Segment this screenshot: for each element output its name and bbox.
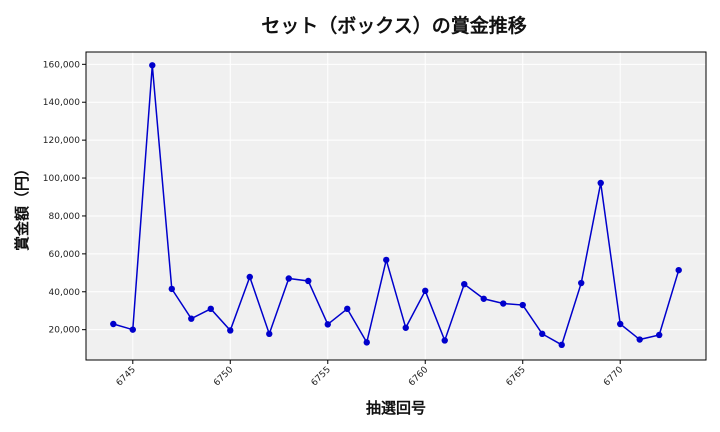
y-axis-ticks: 20,000 40,000 60,000 80,000 100,000 120,000 14… [43, 60, 86, 336]
data-point [149, 62, 156, 69]
y-tick-label: 40,000 [49, 288, 81, 298]
data-point [110, 320, 117, 328]
y-tick-label: 160,000 [43, 60, 80, 70]
x-tick-label: 6765 [505, 365, 528, 388]
x-tick-label: 6760 [407, 365, 430, 388]
series-group [110, 62, 682, 349]
y-tick-label: 120,000 [43, 136, 80, 146]
data-point [383, 256, 390, 264]
data-point [363, 339, 370, 346]
data-point [558, 341, 565, 349]
data-point [246, 273, 253, 281]
x-tick-label: 6755 [310, 365, 333, 388]
data-point [578, 279, 585, 287]
data-point [500, 300, 507, 307]
y-tick-label: 100,000 [43, 174, 80, 184]
data-point [422, 287, 429, 295]
data-point [480, 295, 487, 302]
plot-frame [85, 51, 707, 361]
data-point [305, 277, 312, 285]
plot-area [86, 52, 706, 360]
data-point [636, 336, 643, 343]
axes [85, 51, 707, 361]
data-point [675, 266, 682, 274]
x-tick-label: 6770 [602, 365, 625, 388]
y-tick-label: 140,000 [43, 98, 80, 108]
data-point [461, 280, 468, 288]
data-point [617, 320, 624, 328]
data-point [266, 330, 273, 338]
data-point [188, 315, 195, 322]
data-point [656, 331, 663, 339]
y-axis-label: 賞金額（円） [13, 161, 31, 251]
series-line [113, 65, 680, 346]
data-point [597, 179, 604, 187]
data-point [402, 324, 409, 331]
data-point [539, 330, 546, 338]
y-tick-label: 20,000 [49, 326, 81, 336]
data-point [227, 327, 234, 334]
x-tick-label: 6750 [212, 365, 235, 388]
data-point [285, 275, 292, 282]
data-point [168, 285, 175, 293]
data-point [344, 305, 351, 313]
data-point [129, 326, 136, 333]
x-axis-label: 抽選回号 [366, 399, 426, 417]
y-tick-label: 60,000 [49, 250, 81, 260]
x-tick-label: 6745 [115, 365, 138, 388]
chart-title: セット（ボックス）の賞金推移 [261, 14, 526, 37]
grid-lines [86, 52, 706, 360]
y-tick-label: 80,000 [49, 212, 81, 222]
data-point [441, 337, 448, 344]
data-point [324, 321, 331, 328]
data-point [207, 305, 214, 313]
x-axis-ticks: 6745 6750 6755 6760 6765 6770 [115, 360, 626, 388]
data-point [519, 301, 526, 309]
